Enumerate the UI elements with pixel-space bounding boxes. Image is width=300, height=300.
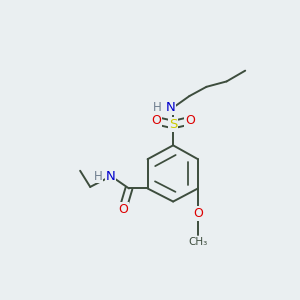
Text: O: O <box>151 114 161 127</box>
Text: H: H <box>153 101 162 114</box>
Text: O: O <box>193 207 203 220</box>
Text: O: O <box>185 114 195 127</box>
Text: O: O <box>118 203 128 216</box>
Text: H: H <box>94 169 102 183</box>
Text: CH₃: CH₃ <box>188 237 208 248</box>
Text: N: N <box>106 169 115 183</box>
Text: S: S <box>169 118 177 131</box>
Text: N: N <box>166 101 176 114</box>
